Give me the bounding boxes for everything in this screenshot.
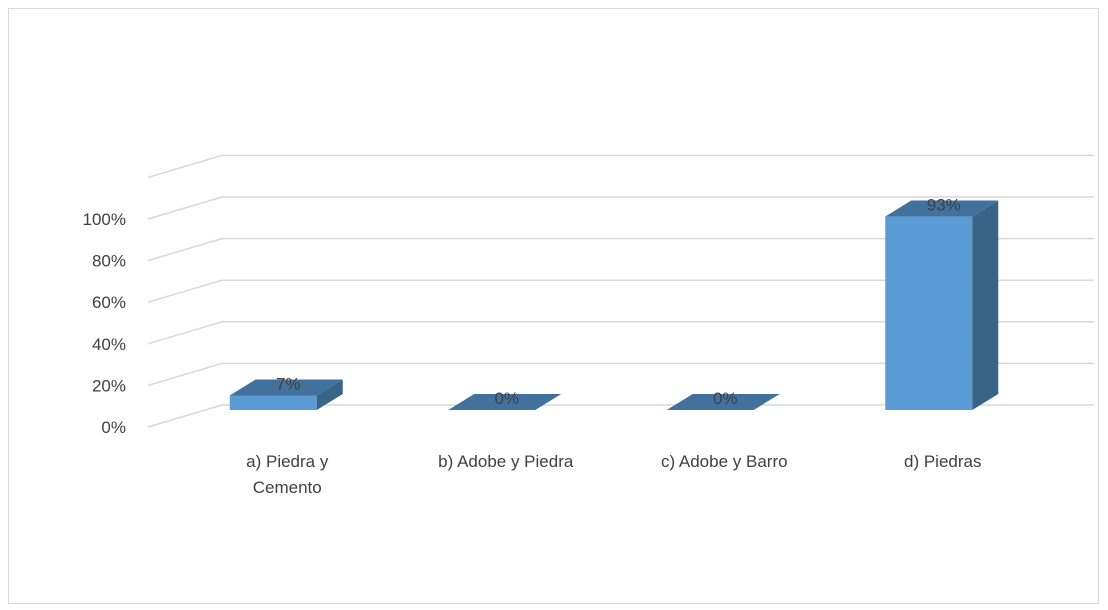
category-label: a) Piedra y: [246, 452, 329, 471]
bar-top: [448, 394, 562, 410]
category-label: Cemento: [253, 478, 322, 497]
bar-top: [666, 394, 780, 410]
bar-side: [972, 200, 999, 410]
data-label: 0%: [494, 389, 519, 408]
gridline-diagonal: [147, 321, 223, 345]
bar-side: [316, 379, 343, 410]
bars: [229, 200, 999, 410]
bar-top: [885, 200, 999, 217]
data-label: 93%: [927, 196, 961, 215]
y-axis-ticks: 0% 20% 40% 60% 80% 100%: [83, 210, 126, 437]
y-tick-label: 60%: [92, 293, 126, 312]
y-tick-label: 40%: [92, 335, 126, 354]
gridline-diagonal: [147, 154, 223, 179]
gridline-diagonal: [147, 404, 223, 428]
category-label: d) Piedras: [904, 452, 981, 471]
gridline-diagonal: [147, 196, 223, 220]
gridline-diagonal: [147, 237, 223, 262]
bar-top: [229, 379, 343, 396]
bar-front: [229, 395, 317, 410]
category-label: b) Adobe y Piedra: [438, 452, 574, 471]
y-tick-label: 100%: [83, 210, 126, 229]
y-tick-label: 0%: [101, 418, 126, 437]
y-tick-label: 80%: [92, 252, 126, 271]
gridline-diagonal: [147, 279, 223, 303]
category-labels: a) Piedra y Cemento b) Adobe y Piedra c) Ad…: [246, 452, 981, 497]
gridline-diagonal: [147, 362, 223, 387]
y-tick-label: 20%: [92, 376, 126, 395]
data-labels: 7% 0% 0% 93%: [276, 196, 961, 408]
data-label: 7%: [276, 374, 301, 393]
data-label: 0%: [713, 389, 738, 408]
bar-front: [885, 216, 973, 410]
category-label: c) Adobe y Barro: [661, 452, 788, 471]
